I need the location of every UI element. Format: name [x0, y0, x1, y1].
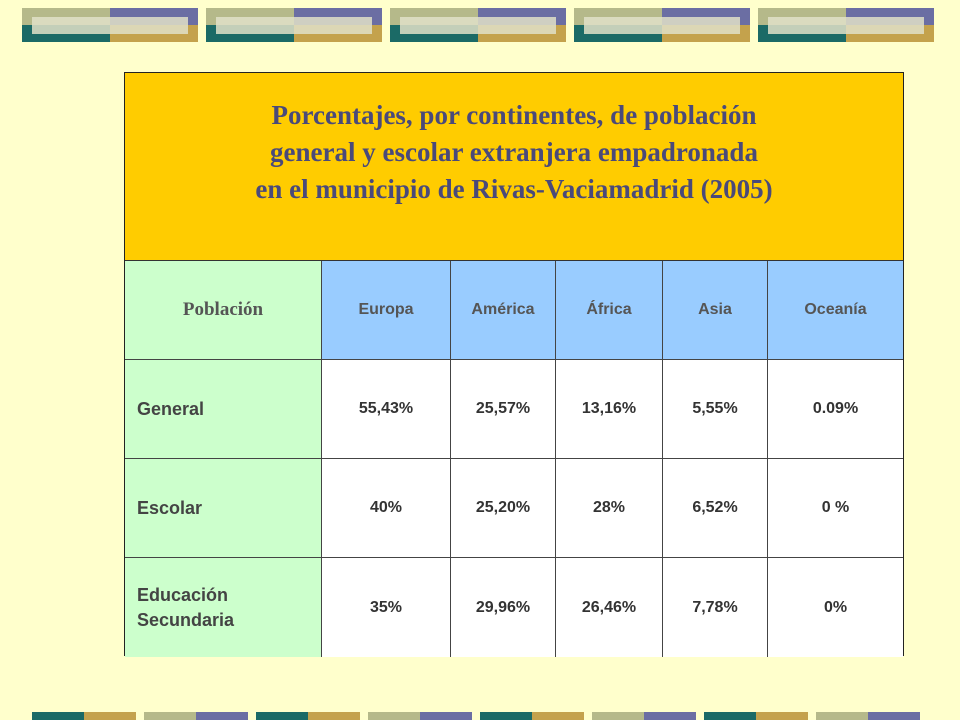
- row-label: General: [125, 360, 322, 459]
- table-cell: 29,96%: [451, 558, 556, 657]
- bottom-decorative-band: [32, 712, 940, 720]
- header-oceania: Oceanía: [768, 261, 903, 360]
- top-decorative-band: [22, 8, 940, 44]
- table-cell: 0 %: [768, 459, 903, 558]
- table-cell: 28%: [556, 459, 663, 558]
- table-cell: 6,52%: [663, 459, 768, 558]
- table-cell: 55,43%: [322, 360, 451, 459]
- header-africa: África: [556, 261, 663, 360]
- table-row-secundaria: Educación Secundaria 35% 29,96% 26,46% 7…: [125, 558, 903, 657]
- table-header-row: Población Europa América África Asia Oce…: [125, 261, 903, 360]
- title-line: general y escolar extranjera empadronada: [270, 137, 758, 167]
- table-cell: 26,46%: [556, 558, 663, 657]
- row-label: Educación Secundaria: [125, 558, 322, 657]
- table-cell: 13,16%: [556, 360, 663, 459]
- title-line: Porcentajes, por continentes, de poblaci…: [271, 100, 757, 130]
- header-asia: Asia: [663, 261, 768, 360]
- population-table: Porcentajes, por continentes, de poblaci…: [124, 72, 904, 657]
- decorative-block: [758, 8, 934, 42]
- header-row-label: Población: [125, 261, 322, 360]
- header-america: América: [451, 261, 556, 360]
- table-cell: 0.09%: [768, 360, 903, 459]
- row-label-line: Educación: [137, 584, 229, 605]
- table-cell: 25,20%: [451, 459, 556, 558]
- header-europa: Europa: [322, 261, 451, 360]
- decorative-block: [22, 8, 198, 42]
- table-title: Porcentajes, por continentes, de poblaci…: [255, 97, 772, 208]
- table-row-general: General 55,43% 25,57% 13,16% 5,55% 0.09%: [125, 360, 903, 459]
- decorative-block: [574, 8, 750, 42]
- row-label-line: Secundaria: [137, 609, 235, 630]
- table-cell: 35%: [322, 558, 451, 657]
- decorative-block: [206, 8, 382, 42]
- table-cell: 0%: [768, 558, 903, 657]
- decorative-block: [390, 8, 566, 42]
- table-cell: 25,57%: [451, 360, 556, 459]
- title-line: en el municipio de Rivas-Vaciamadrid (20…: [255, 174, 773, 204]
- table-cell: 40%: [322, 459, 451, 558]
- table-title-cell: Porcentajes, por continentes, de poblaci…: [125, 73, 903, 261]
- table-cell: 7,78%: [663, 558, 768, 657]
- row-label: Escolar: [125, 459, 322, 558]
- table-cell: 5,55%: [663, 360, 768, 459]
- table-row-escolar: Escolar 40% 25,20% 28% 6,52% 0 %: [125, 459, 903, 558]
